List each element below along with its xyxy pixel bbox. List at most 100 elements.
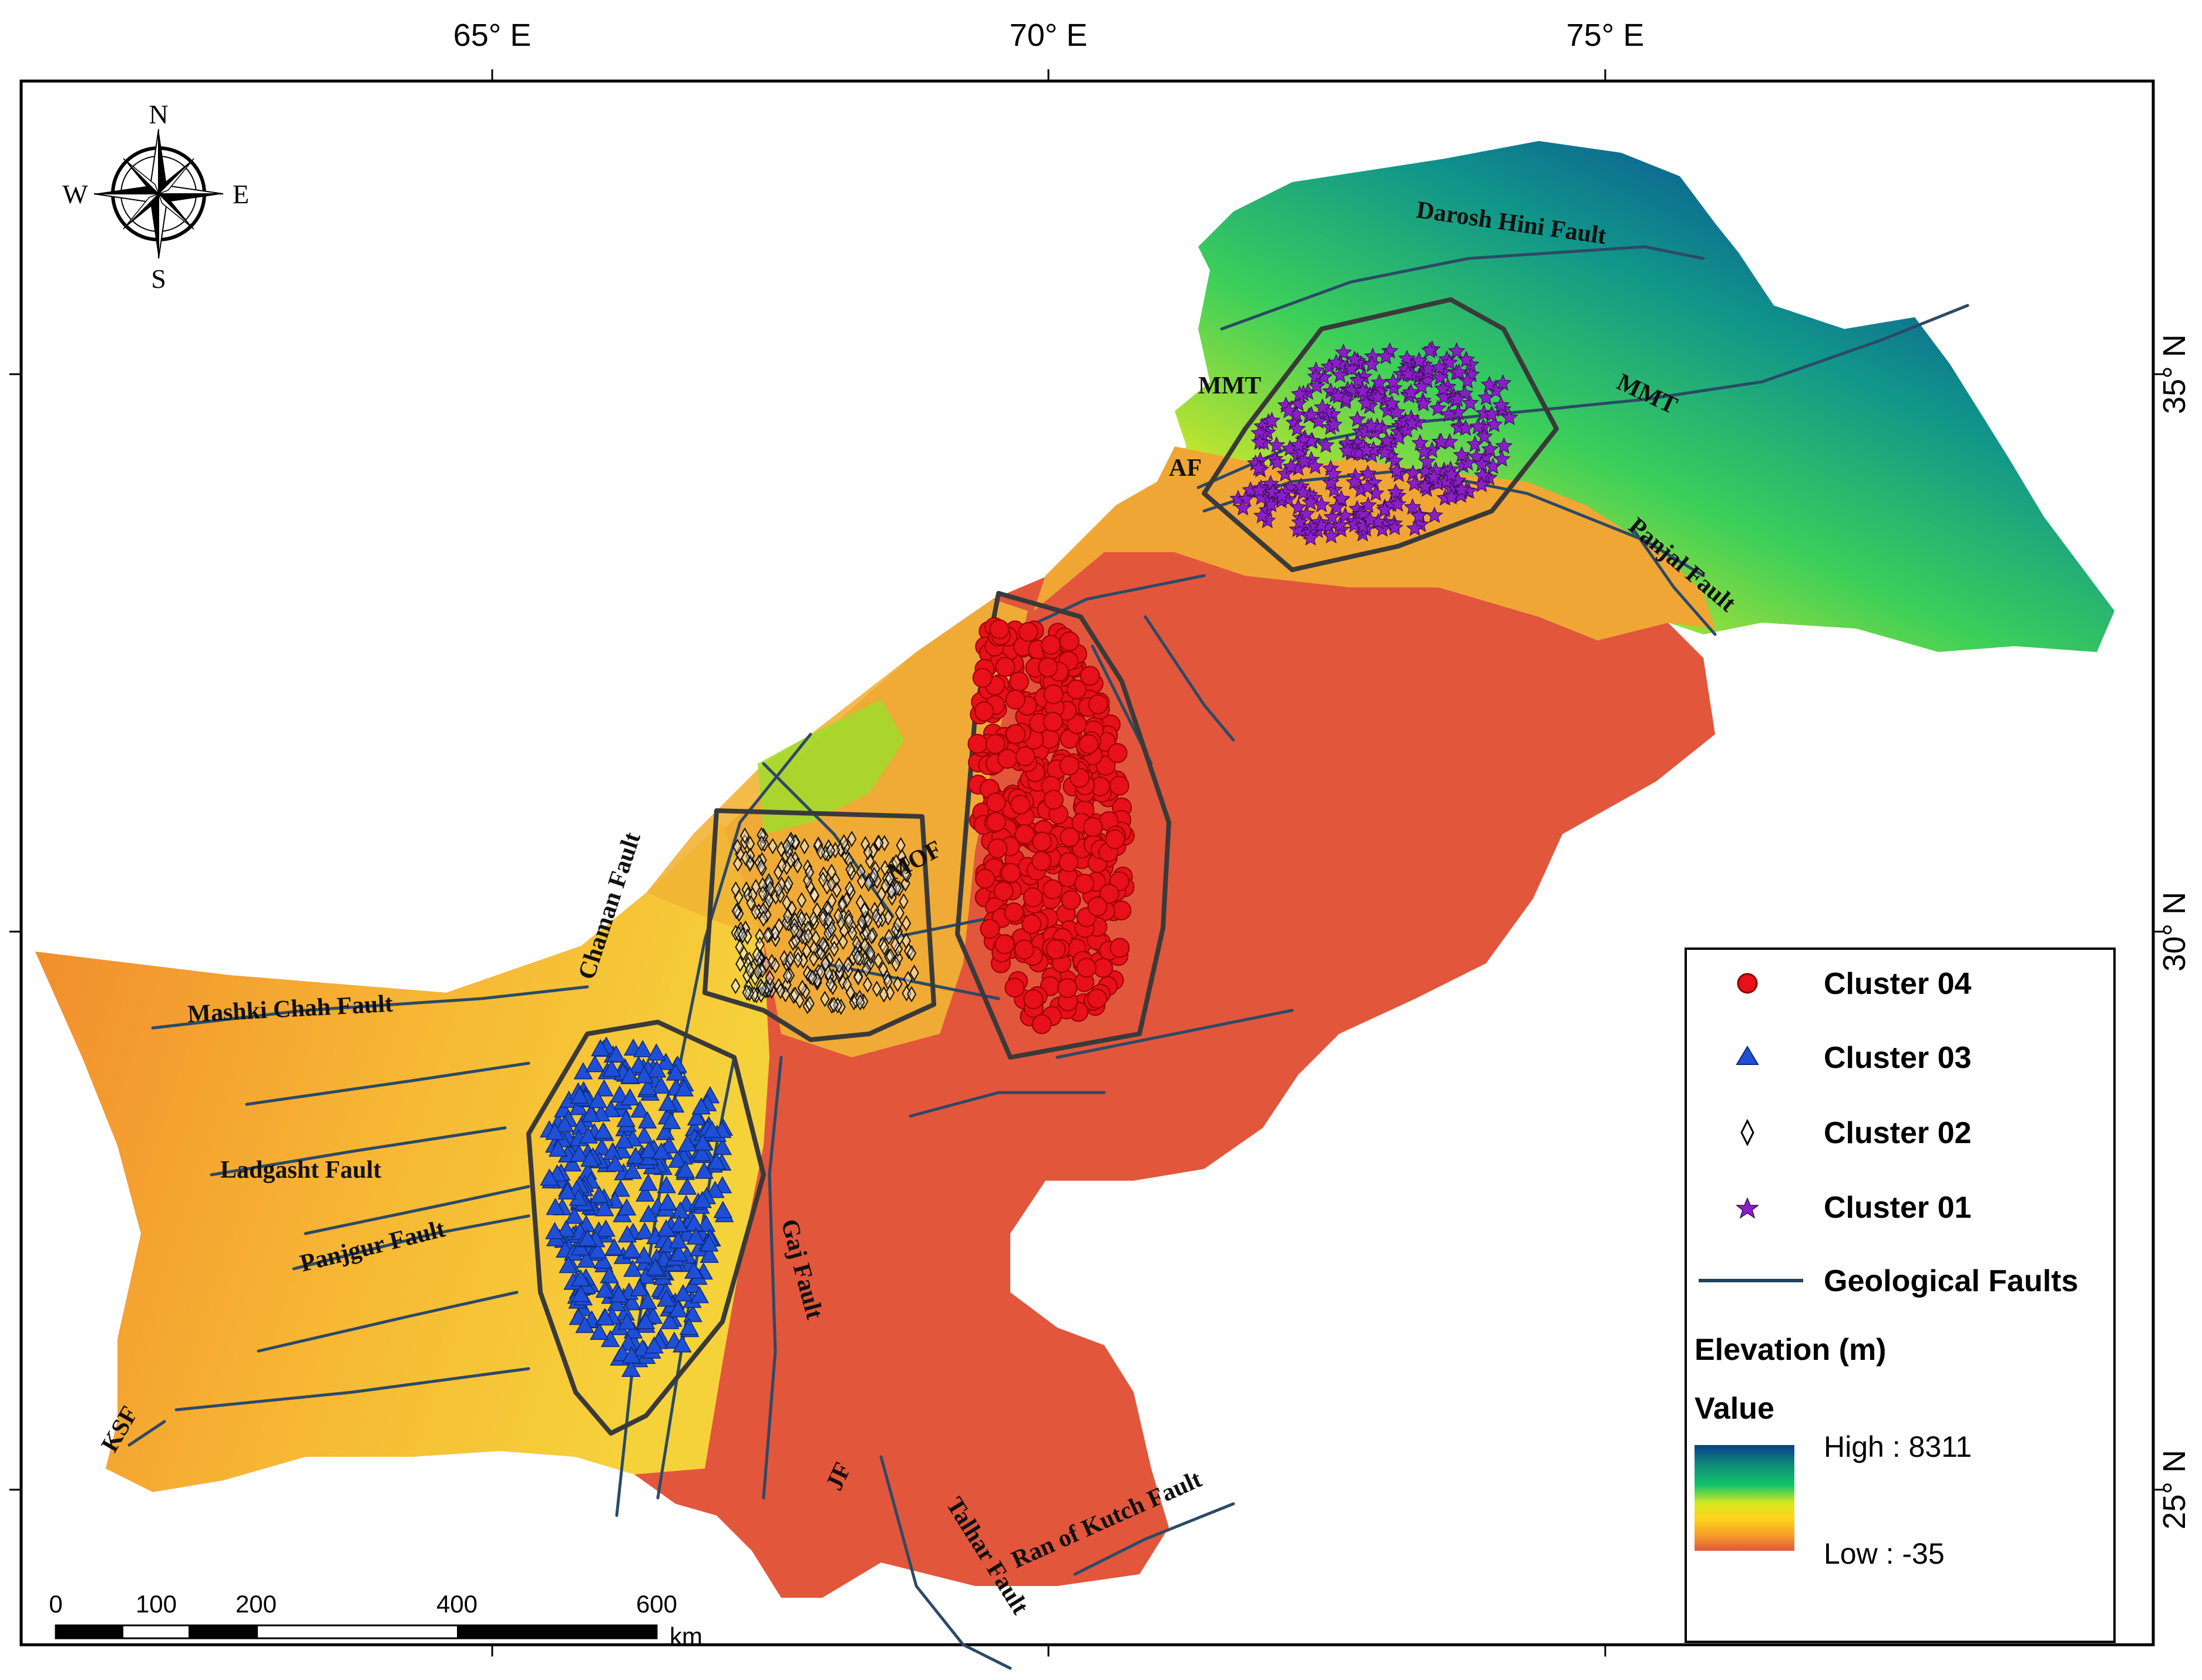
cluster-03-marker [595, 1199, 614, 1217]
cluster-02-marker [775, 983, 786, 999]
cluster-03-marker [607, 1293, 627, 1312]
cluster-04-marker [1078, 734, 1099, 754]
cluster-03-marker [634, 1126, 654, 1144]
cluster-03-marker [569, 1144, 589, 1162]
compass-rose-icon [93, 129, 224, 259]
legend-cluster-03: Cluster 03 [1824, 1041, 1971, 1075]
cluster-01-marker [1363, 355, 1381, 372]
cluster-03-marker [611, 1180, 630, 1197]
cluster-01-marker [1339, 441, 1356, 459]
cluster-03-marker [623, 1161, 643, 1180]
cluster-02-marker [855, 994, 865, 1011]
cluster-02-marker [796, 892, 807, 909]
cluster-04-marker [1110, 938, 1130, 958]
cluster-01-marker [1425, 468, 1443, 485]
cluster-03-marker [545, 1123, 564, 1140]
cluster-03-marker [617, 1225, 637, 1243]
cluster-02-marker [774, 918, 784, 935]
cluster-02-marker [845, 861, 855, 878]
cluster-01-marker [1325, 415, 1343, 432]
cluster-03-marker [692, 1191, 712, 1208]
cluster-02-marker [733, 855, 743, 872]
cluster-03-marker [658, 1093, 678, 1111]
cluster-01-marker [1453, 481, 1471, 498]
scale-tick-200: 200 [236, 1590, 277, 1618]
cluster-01-marker [1291, 513, 1309, 530]
cluster-01-marker [1453, 446, 1471, 463]
cluster-01-marker [1302, 529, 1320, 546]
cluster-02-marker [880, 860, 890, 877]
cluster-04-marker [994, 934, 1015, 955]
cluster-01-marker [1309, 412, 1327, 429]
cluster-02-marker [879, 939, 889, 956]
cluster-02-marker [874, 835, 884, 852]
cluster-03-marker [593, 1121, 613, 1140]
cluster-02-marker [869, 866, 879, 883]
cluster-01-marker [1250, 433, 1269, 450]
cluster-02-marker [845, 881, 855, 898]
cluster-02-marker [752, 946, 762, 963]
cluster-03-marker [546, 1198, 565, 1215]
fault-label-af: AF [1169, 455, 1202, 482]
cluster-03-marker [617, 1312, 637, 1330]
cluster-01-marker [1349, 371, 1367, 388]
cluster-02-marker [852, 935, 862, 952]
cluster-04-marker [995, 657, 1016, 677]
cluster-04-marker [967, 734, 988, 754]
cluster-01-marker [1290, 385, 1309, 402]
cluster-01-symbol [1735, 1197, 1760, 1219]
cluster-02-marker [784, 844, 794, 861]
cluster-01-marker [1386, 519, 1404, 536]
cluster-02-marker [890, 921, 901, 938]
cluster-01-marker [1282, 458, 1300, 475]
cluster-03-marker [655, 1123, 675, 1140]
cluster-01-marker [1317, 436, 1335, 453]
cluster-01-marker [1357, 394, 1375, 411]
cluster-04-marker [1095, 755, 1116, 776]
cluster-01-marker [1329, 387, 1347, 404]
cluster-03-marker [564, 1207, 584, 1224]
cluster-01-marker [1327, 354, 1345, 371]
cluster-03-marker [687, 1108, 707, 1125]
cluster-04-marker [1057, 978, 1078, 999]
cluster-02-marker [866, 947, 876, 965]
cluster-01-marker [1273, 486, 1290, 503]
cluster-02-marker [735, 955, 745, 972]
cluster-02-marker [891, 854, 901, 871]
cluster-03-marker [620, 1088, 640, 1106]
cluster-01-marker [1480, 375, 1498, 392]
cluster-02-marker [853, 969, 863, 986]
cluster-03-marker [590, 1322, 609, 1340]
cluster-04-marker [1059, 755, 1080, 776]
cluster-04-marker [1023, 887, 1043, 908]
cluster-01-marker [1434, 379, 1452, 397]
cluster-02-marker [906, 945, 917, 962]
scale-tick-600: 600 [636, 1590, 677, 1618]
legend: Cluster 04 Cluster 03 Cluster 02 Cluster… [1685, 947, 2116, 1643]
cluster-01-marker [1475, 427, 1493, 445]
cluster-boundaries [526, 297, 1559, 1436]
cluster-01-marker [1429, 399, 1447, 416]
cluster-03-marker [707, 1152, 727, 1170]
cluster-03-marker [639, 1141, 659, 1158]
cluster-04-marker [1014, 824, 1035, 845]
cluster-02-marker [894, 880, 905, 897]
cluster-03-marker [581, 1104, 601, 1123]
cluster-04-marker [1014, 939, 1034, 960]
cluster-02-marker [809, 886, 819, 903]
cluster-02-marker [812, 972, 822, 989]
cluster-01-marker [1494, 374, 1512, 391]
cluster-02-marker [891, 956, 901, 972]
cluster-02-marker [796, 910, 806, 928]
cluster-04-marker [972, 667, 993, 688]
cluster-02-marker [863, 912, 873, 929]
cluster-01-marker [1457, 419, 1475, 436]
cluster-02-marker [789, 917, 799, 934]
cluster-03-marker [610, 1085, 630, 1103]
cluster-04-marker [1045, 939, 1066, 960]
cluster-02-marker [833, 907, 843, 924]
cluster-01-marker [1450, 363, 1468, 380]
cluster-02-marker [777, 857, 787, 874]
cluster-02-marker [746, 895, 756, 912]
cluster-02-marker [885, 947, 896, 965]
